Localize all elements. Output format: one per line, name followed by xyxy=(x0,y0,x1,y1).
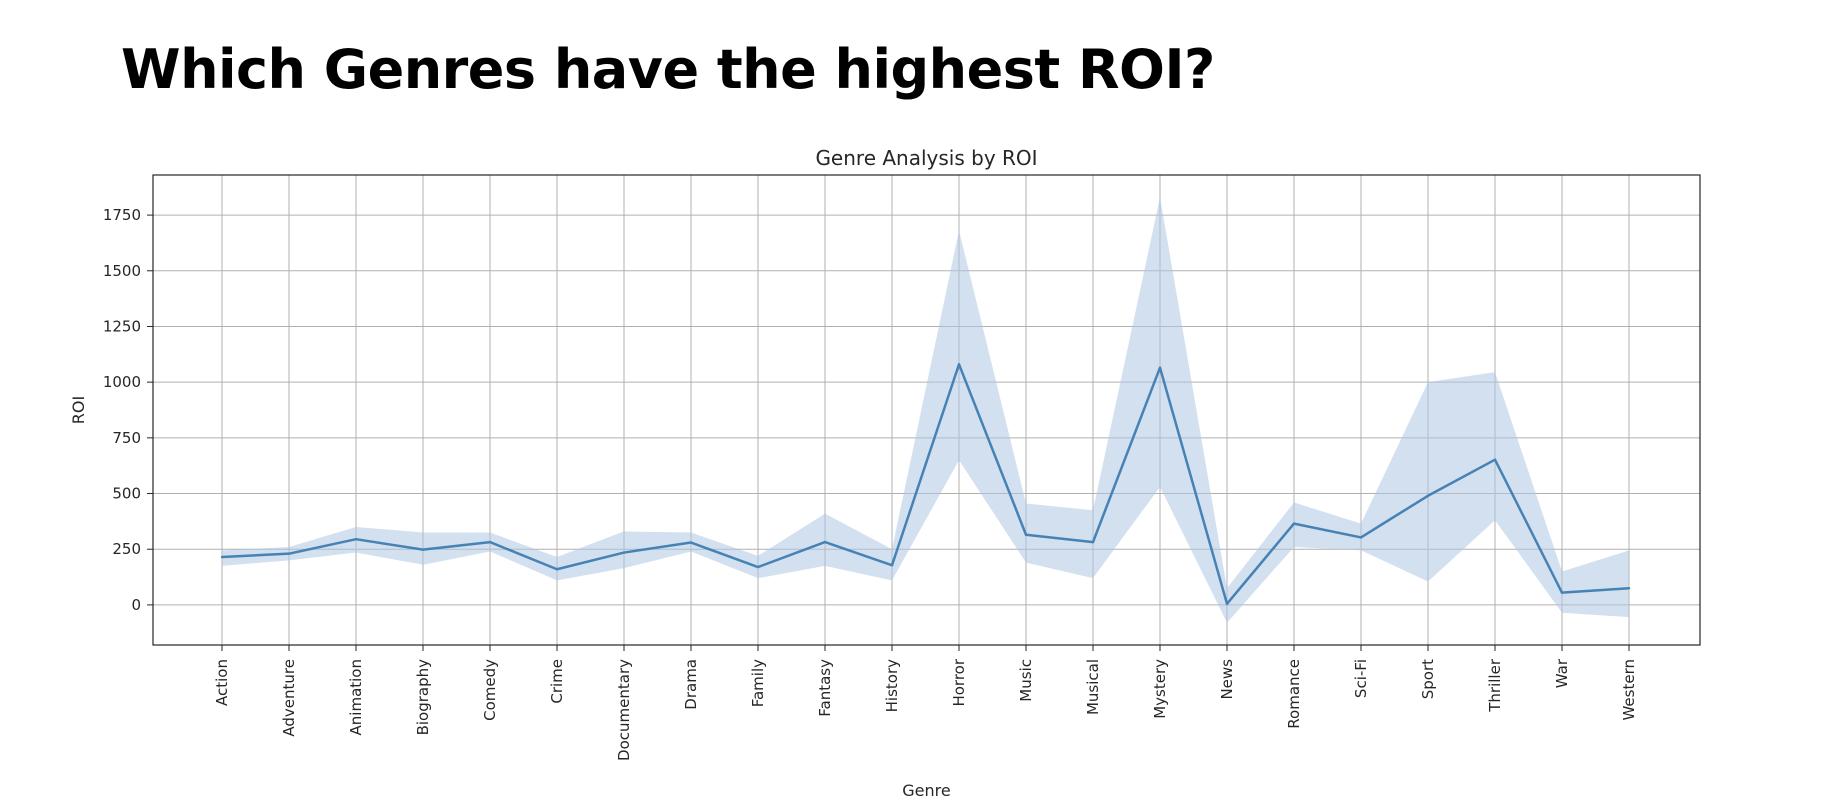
y-tick-label: 250 xyxy=(112,540,141,558)
label-layer: 0 250 500 750 1000 1250 1500 1750 Action Adventur… xyxy=(69,146,1638,800)
y-tick-label: 1250 xyxy=(103,317,141,335)
data-point xyxy=(1091,540,1095,544)
data-point xyxy=(287,552,291,555)
data-point xyxy=(1627,586,1631,590)
y-tick-label: 1750 xyxy=(103,206,141,224)
data-point xyxy=(1292,522,1296,525)
data-point xyxy=(1426,494,1430,497)
x-tick-label: Western xyxy=(1620,659,1638,721)
x-tick-label: Drama xyxy=(682,659,700,710)
y-axis-title: ROI xyxy=(69,396,88,424)
confidence-band xyxy=(222,197,1629,623)
data-point xyxy=(622,551,626,554)
x-axis-title: Genre xyxy=(902,781,950,800)
chart-title: Genre Analysis by ROI xyxy=(815,146,1037,170)
confidence-band-layer xyxy=(222,197,1629,623)
data-point xyxy=(354,537,358,541)
x-tick-label: Mystery xyxy=(1151,659,1169,719)
x-tick-label: Sci-Fi xyxy=(1352,659,1370,698)
x-tick-label: Fantasy xyxy=(816,659,834,717)
x-tick-label: Romance xyxy=(1285,659,1303,729)
data-point xyxy=(1359,536,1363,539)
x-tick-label: War xyxy=(1553,658,1571,688)
series-line-layer xyxy=(220,363,1631,606)
y-tick-label: 0 xyxy=(131,596,141,614)
data-point xyxy=(689,541,693,544)
x-tick-label: Musical xyxy=(1084,659,1102,715)
x-tick-label: News xyxy=(1218,659,1236,700)
x-tick-label: Crime xyxy=(548,659,566,704)
data-point xyxy=(220,555,224,559)
data-point xyxy=(1493,458,1497,461)
x-tick-label: Sport xyxy=(1419,659,1437,699)
x-tick-label: Adventure xyxy=(280,659,298,737)
data-point xyxy=(823,540,827,544)
x-tick-label: Music xyxy=(1017,659,1035,702)
x-tick-label: Comedy xyxy=(481,659,499,721)
data-point xyxy=(1225,602,1229,605)
data-point xyxy=(1560,591,1564,594)
x-tick-label: Family xyxy=(749,659,767,707)
axes-layer xyxy=(147,174,1701,651)
y-tick-label: 500 xyxy=(112,485,141,503)
x-tick-label: Action xyxy=(213,659,231,706)
page-title: Which Genres have the highest ROI? xyxy=(121,38,1215,101)
x-tick-label: Documentary xyxy=(615,659,633,761)
x-tick-label: Horror xyxy=(950,658,968,706)
data-point xyxy=(890,564,894,567)
x-tick-label: Animation xyxy=(347,659,365,735)
x-tick-label: Biography xyxy=(414,659,432,736)
data-point xyxy=(957,363,961,366)
data-point xyxy=(421,548,425,551)
x-tick-label: History xyxy=(883,659,901,712)
data-point xyxy=(555,568,559,571)
plot-frame xyxy=(152,174,1701,646)
y-tick-label: 1500 xyxy=(103,262,141,280)
data-point xyxy=(756,565,760,569)
roi-series-line xyxy=(221,363,1630,606)
y-tick-label: 1000 xyxy=(103,373,141,391)
x-tick-label: Thriller xyxy=(1486,658,1504,713)
data-point xyxy=(488,540,492,544)
y-tick-label: 750 xyxy=(112,429,141,447)
data-point xyxy=(1024,533,1028,536)
data-point xyxy=(1158,366,1162,369)
